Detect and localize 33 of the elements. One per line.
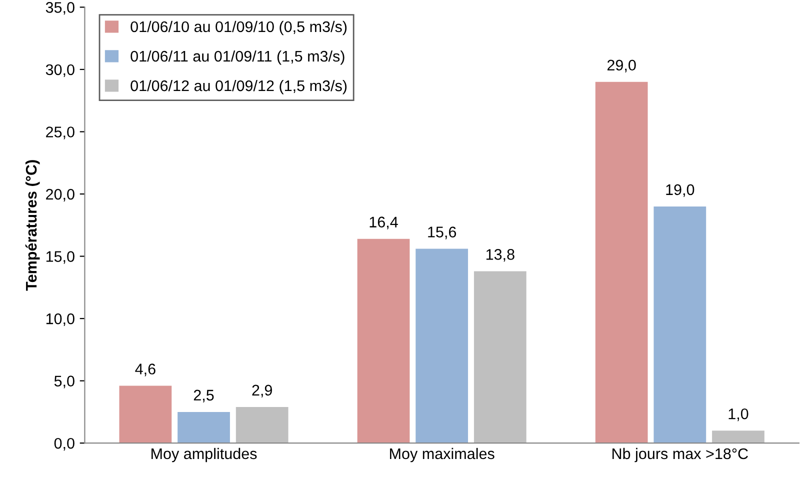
data-label: 19,0 — [666, 184, 694, 197]
y-tick-label: 15,0 — [46, 251, 74, 264]
bar — [712, 430, 764, 444]
legend-label: 01/06/11 au 01/09/11 (1,5 m3/s) — [130, 50, 344, 65]
data-label: 4,6 — [135, 364, 156, 376]
data-label: 13,8 — [486, 249, 514, 262]
bar — [119, 386, 172, 444]
y-tick-label: 25,0 — [46, 126, 74, 140]
bar — [416, 248, 468, 444]
legend-label: 01/06/10 au 01/09/10 (0,5 m3/s) — [130, 20, 347, 36]
data-label: 15,6 — [428, 226, 456, 240]
x-tick-label: Moy maximales — [390, 448, 494, 462]
data-label: 29,0 — [607, 60, 636, 72]
y-tick-label: 30,0 — [46, 64, 74, 77]
bar — [474, 271, 526, 444]
data-label: 2,5 — [194, 390, 214, 402]
x-tick-label: Moy amplitudes — [152, 448, 257, 462]
bar — [595, 82, 648, 444]
bar — [236, 406, 288, 444]
y-tick-label: 5,0 — [54, 376, 74, 388]
y-tick-label: 10,0 — [46, 313, 74, 326]
x-tick-label: Nb jours max >18°C — [612, 448, 748, 462]
bar — [357, 238, 410, 444]
y-axis-title: Températures (°C) — [25, 160, 40, 291]
bar — [654, 206, 706, 444]
data-label: 1,0 — [728, 408, 748, 422]
y-tick-label: 20,0 — [46, 188, 74, 202]
bar — [178, 412, 230, 444]
data-label: 16,4 — [370, 216, 398, 230]
y-tick-label: 0,0 — [54, 438, 74, 451]
legend-label: 01/06/12 au 01/09/12 (1,5 m3/s) — [130, 80, 347, 94]
y-tick-label: 35,0 — [46, 2, 74, 15]
data-label: 2,9 — [252, 384, 272, 398]
